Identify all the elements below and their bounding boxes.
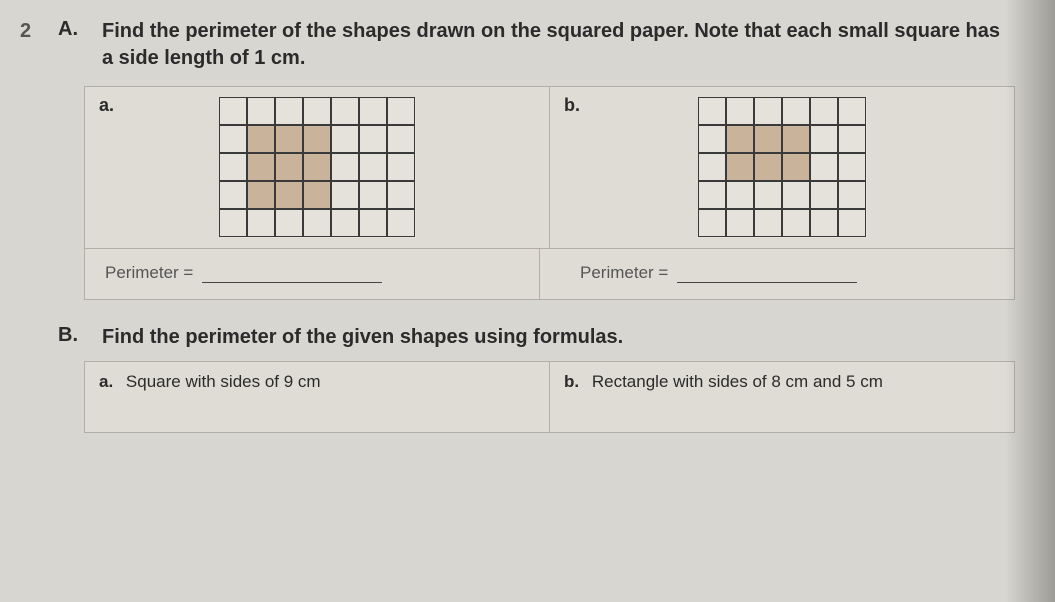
grid-square [387,181,415,209]
grid-square [387,153,415,181]
part-b-items: a. Square with sides of 9 cm b. Rectangl… [84,361,1015,433]
item-label: a. [99,372,113,391]
grid-square [247,181,275,209]
grid-square [219,97,247,125]
perimeter-row: Perimeter = Perimeter = [84,249,1015,300]
grid-square [726,97,754,125]
grid-square [698,209,726,237]
grid-square [754,209,782,237]
grid-square [331,97,359,125]
grid-square [359,181,387,209]
grid-square [754,97,782,125]
grid-item-b: b. [550,87,1014,248]
grid-item-a: a. [85,87,550,248]
grid-square [810,209,838,237]
item-label: b. [564,95,580,116]
grid-square [782,181,810,209]
grid-square [247,125,275,153]
grid-square [303,97,331,125]
grid-square [838,97,866,125]
grid-square [810,97,838,125]
item-text: Rectangle with sides of 8 cm and 5 cm [592,372,883,391]
grid-square [810,181,838,209]
grid-square [726,125,754,153]
grid-square [754,153,782,181]
grid-square [247,209,275,237]
grid-square [247,97,275,125]
grid-square [754,181,782,209]
perimeter-label: Perimeter = [105,263,193,282]
grid-square [810,153,838,181]
grid-square [387,125,415,153]
question-number: 2 [20,18,40,72]
grid-square [838,181,866,209]
answer-blank[interactable] [202,265,382,283]
item-label: a. [99,95,114,116]
grid-square [726,181,754,209]
grid-square [331,209,359,237]
part-b-header: B. Find the perimeter of the given shape… [20,324,1015,351]
grid-square [247,153,275,181]
grid-square [810,125,838,153]
grid-square [838,209,866,237]
grid-square [331,181,359,209]
grid-square [782,97,810,125]
grid-square [754,125,782,153]
b-item-a: a. Square with sides of 9 cm [85,362,550,432]
grid-square [359,97,387,125]
grid-square [387,209,415,237]
grid-square [359,153,387,181]
perimeter-a: Perimeter = [85,249,540,299]
squared-paper-a [220,98,416,238]
grid-square [698,97,726,125]
grid-square [359,209,387,237]
grid-square [331,125,359,153]
part-b-letter: B. [58,324,84,351]
grid-square [726,153,754,181]
grid-square [275,209,303,237]
part-a-prompt: Find the perimeter of the shapes drawn o… [102,18,1015,72]
b-item-b: b. Rectangle with sides of 8 cm and 5 cm [550,362,1014,432]
grid-square [275,153,303,181]
grid-square [331,153,359,181]
grid-square [726,209,754,237]
grid-square [219,153,247,181]
grid-square [275,125,303,153]
grid-square [303,209,331,237]
part-b-prompt: Find the perimeter of the given shapes u… [102,324,1015,351]
grid-square [698,153,726,181]
question-header: 2 A. Find the perimeter of the shapes dr… [20,18,1015,72]
item-text: Square with sides of 9 cm [126,372,321,391]
squared-paper-b [699,98,867,238]
grid-square [782,209,810,237]
grid-square [782,125,810,153]
answer-blank[interactable] [677,265,857,283]
grid-square [698,125,726,153]
grid-square [303,125,331,153]
perimeter-label: Perimeter = [580,263,668,282]
grid-square [303,153,331,181]
grid-square [698,181,726,209]
grid-square [359,125,387,153]
grids-container: a. b. [84,86,1015,249]
grid-square [838,153,866,181]
grid-square [275,181,303,209]
grid-square [782,153,810,181]
item-label: b. [564,372,579,391]
grid-square [219,209,247,237]
part-a-letter: A. [58,18,84,72]
perimeter-b: Perimeter = [540,249,1014,299]
grid-square [219,125,247,153]
grid-square [303,181,331,209]
grid-square [838,125,866,153]
grid-square [387,97,415,125]
grid-square [219,181,247,209]
grid-square [275,97,303,125]
